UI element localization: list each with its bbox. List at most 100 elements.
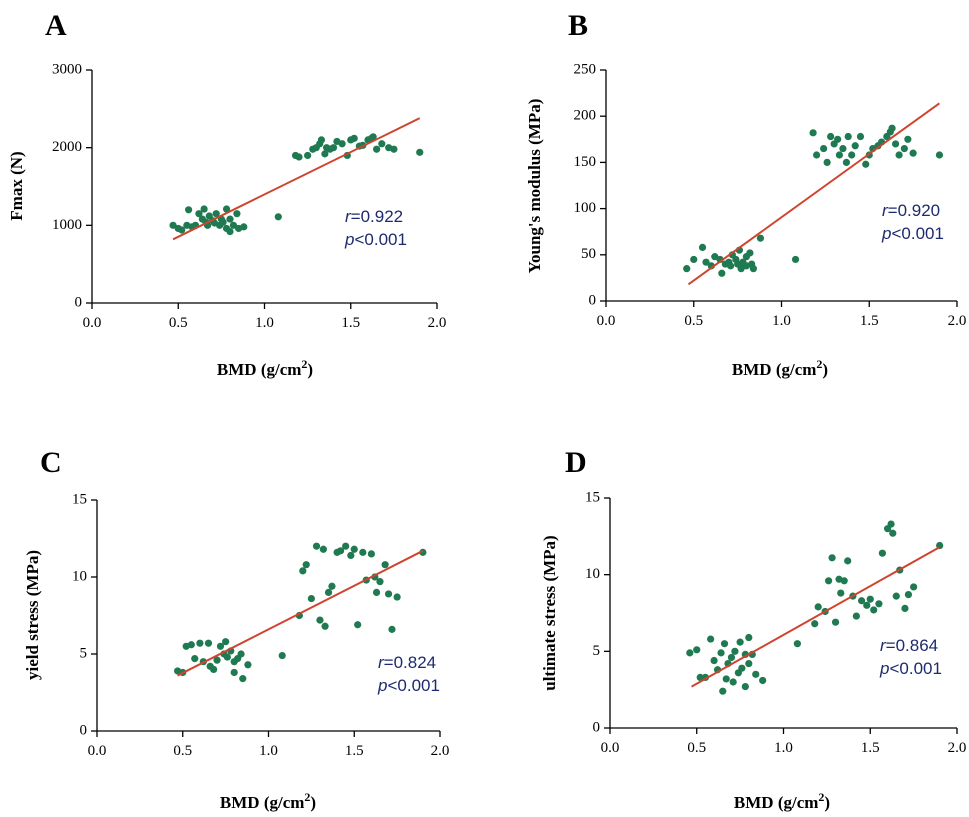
p-number: <0.001 [889, 659, 941, 678]
y-tick-label: 0 [593, 719, 601, 735]
data-point [722, 675, 730, 683]
data-point [837, 589, 845, 597]
p-number: <0.001 [891, 224, 943, 243]
data-point [187, 641, 195, 649]
data-point [736, 638, 744, 646]
data-point [350, 134, 358, 142]
data-point [233, 210, 241, 218]
panel-a: A 0.0 0.5 1.0 1.5 2.0 0 1000 2000 3000 BMD (g/cm2)… [7, 9, 446, 379]
data-point [741, 683, 749, 691]
data-point [791, 255, 800, 264]
x-axis-title-close: ) [310, 793, 316, 812]
data-point [878, 549, 886, 557]
data-point [840, 577, 848, 585]
r-symbol: r [882, 201, 889, 220]
data-point [888, 124, 896, 132]
data-point [844, 132, 852, 141]
data-point [376, 578, 384, 586]
data-point [200, 205, 208, 213]
data-point [827, 132, 835, 141]
data-point [889, 529, 897, 537]
data-point [870, 606, 878, 614]
y-tick-label: 0 [589, 292, 597, 308]
data-point [702, 258, 710, 266]
x-tick-label: 1.0 [259, 743, 278, 759]
data-point [909, 149, 917, 157]
y-tick-label: 5 [80, 645, 88, 661]
data-point [904, 135, 912, 143]
data-point [185, 206, 193, 214]
data-point [828, 554, 836, 562]
x-axis-title-sup: 2 [816, 357, 822, 371]
x-axis-title: BMD (g/cm2) [217, 357, 313, 379]
data-point [686, 649, 694, 657]
y-tick-label: 200 [574, 108, 597, 124]
data-point [316, 616, 324, 624]
p-symbol: p [377, 676, 387, 695]
data-point [842, 158, 851, 166]
x-tick-label: 1.5 [861, 740, 880, 756]
r-number: =0.824 [384, 653, 436, 672]
x-axis-title-sup: 2 [818, 790, 824, 804]
data-point [683, 265, 691, 273]
p-value: p<0.001 [377, 676, 440, 695]
panel-d: D 0.0 0.5 1.0 1.5 2.0 0 5 10 15 BMD (g/cm2) ultimat… [540, 446, 966, 812]
y-tick-label: 2000 [52, 139, 82, 155]
data-point [350, 545, 358, 553]
x-tick-label: 1.0 [772, 313, 791, 329]
data-point [745, 660, 753, 668]
x-tick-label: 2.0 [428, 315, 447, 331]
p-symbol: p [879, 659, 889, 678]
x-tick-label: 0.5 [684, 313, 703, 329]
data-point [369, 133, 377, 141]
r-value: r=0.824 [378, 653, 436, 672]
data-point [823, 158, 831, 166]
data-point [416, 148, 424, 156]
data-point [717, 649, 725, 657]
data-point [891, 140, 900, 148]
p-symbol: p [344, 230, 354, 249]
y-axis-title: ultimate stress (MPa) [540, 535, 559, 690]
data-point [910, 583, 918, 591]
data-point [191, 655, 199, 663]
x-tick-label: 2.0 [948, 740, 967, 756]
r-number: =0.922 [351, 207, 403, 226]
data-point [738, 664, 746, 672]
x-tick-label: 1.0 [774, 740, 793, 756]
data-point [887, 520, 895, 528]
y-axis-title: yield stress (MPa) [23, 550, 42, 680]
data-point [825, 577, 833, 585]
data-point [866, 595, 874, 603]
data-point [338, 140, 346, 148]
x-axis-title-close: ) [822, 360, 828, 379]
r-value: r=0.922 [345, 207, 403, 226]
data-point [720, 640, 729, 648]
x-tick-label: 1.5 [345, 743, 364, 759]
data-point [210, 665, 218, 674]
data-point [727, 262, 735, 270]
data-point [354, 621, 362, 629]
r-symbol: r [378, 653, 385, 672]
data-point [756, 234, 765, 242]
x-axis-title: BMD (g/cm2) [732, 357, 828, 379]
panel-c: C 0.0 0.5 1.0 1.5 2.0 0 5 10 15 BMD (g/cm2) yield s… [23, 446, 449, 812]
data-point [851, 142, 859, 150]
data-point [307, 594, 315, 603]
data-point [693, 646, 701, 654]
data-point [813, 151, 821, 159]
data-point [312, 542, 321, 550]
data-point [378, 140, 386, 148]
data-point [328, 582, 336, 590]
regression-line [687, 102, 941, 286]
data-point [856, 132, 865, 141]
data-point [727, 653, 736, 662]
data-point [390, 145, 398, 153]
data-point [222, 205, 231, 213]
data-point [299, 567, 307, 575]
data-point [304, 151, 312, 160]
y-tick-label: 50 [581, 246, 596, 262]
data-point [226, 215, 234, 223]
p-value: p<0.001 [344, 230, 407, 249]
data-point [901, 604, 909, 613]
data-point [342, 542, 350, 550]
